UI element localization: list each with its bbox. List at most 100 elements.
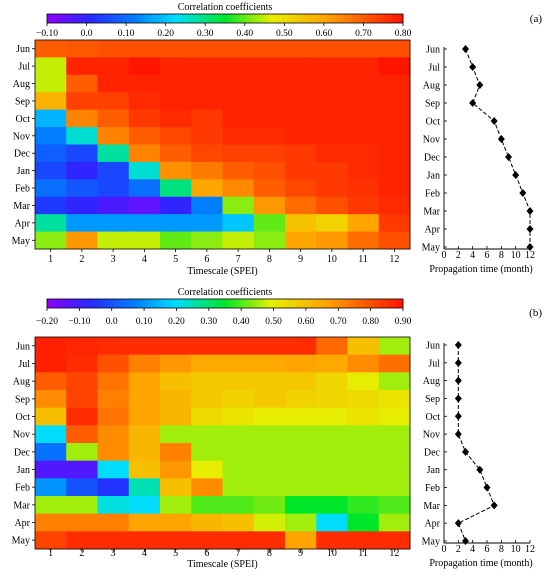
propagation-x-tick-label: 8 — [499, 544, 504, 555]
colorbar-segment — [130, 14, 134, 23]
heatmap-cell — [160, 443, 192, 462]
colorbar-segment — [370, 299, 374, 308]
propagation-x-tick-label: 12 — [525, 250, 535, 261]
propagation-month-label: Sep — [425, 394, 440, 405]
colorbar-segment — [242, 299, 247, 308]
colorbar-segment — [340, 14, 345, 23]
colorbar-segment — [331, 14, 336, 23]
colorbar-tick-label: −0.10 — [68, 317, 90, 327]
colorbar-segment — [400, 299, 404, 308]
heatmap-cell — [128, 196, 161, 215]
heatmap-row-label: May — [12, 236, 30, 247]
heatmap-cell — [66, 231, 98, 250]
heatmap-cell — [35, 496, 67, 515]
heatmap-cell — [222, 354, 255, 373]
heatmap-cell — [285, 214, 317, 232]
colorbar-segment — [230, 14, 235, 23]
propagation-point — [454, 341, 462, 349]
heatmap-cell — [97, 231, 130, 250]
heatmap-cell — [378, 460, 411, 479]
heatmap-cell — [160, 92, 192, 111]
propagation-month-label: Aug — [423, 376, 440, 387]
heatmap-cell — [160, 531, 192, 550]
propagation-point — [454, 412, 462, 421]
colorbar-segment — [97, 299, 101, 308]
heatmap-row-label: Dec — [14, 149, 31, 160]
colorbar-tick-label: 0.40 — [236, 29, 253, 39]
propagation-month-label: Jan — [427, 465, 440, 476]
heatmap-cell — [160, 407, 192, 426]
heatmap-cell — [66, 513, 98, 532]
propagation-x-tick-label: 10 — [511, 250, 521, 261]
heatmap-cell — [66, 179, 98, 198]
colorbar-segment — [358, 14, 362, 23]
heatmap-cell — [285, 443, 317, 462]
heatmap-cell — [316, 513, 348, 532]
heatmap-column-label: 8 — [267, 548, 272, 559]
colorbar-segment — [103, 299, 107, 308]
colorbar-segment — [385, 299, 389, 308]
heatmap-cell — [191, 40, 223, 58]
heatmap-cell — [222, 425, 255, 444]
heatmap-cell — [160, 74, 192, 93]
colorbar-segment — [88, 299, 92, 308]
heatmap-column-label: 5 — [173, 548, 178, 559]
colorbar-segment — [290, 14, 294, 23]
heatmap-cell — [253, 425, 286, 444]
heatmap-column-label: 12 — [389, 254, 399, 265]
colorbar-segment — [73, 14, 78, 23]
heatmap-cell — [35, 513, 67, 532]
heatmap-column-label: 3 — [111, 254, 116, 265]
heatmap-cell — [128, 57, 161, 76]
colorbar-segment — [328, 299, 333, 308]
heatmap-cell — [128, 109, 161, 128]
heatmap-cell — [66, 144, 98, 163]
heatmap-column-label: 1 — [48, 254, 53, 265]
heatmap-cell — [222, 179, 255, 198]
heatmap-column-label: 6 — [204, 254, 209, 265]
colorbar-segment — [269, 299, 273, 308]
colorbar-segment — [373, 299, 377, 308]
heatmap-cell — [316, 425, 348, 444]
heatmap-cell — [66, 425, 98, 444]
heatmap-cell — [316, 109, 348, 128]
heatmap-cell — [160, 372, 192, 391]
colorbar-segment — [367, 14, 371, 23]
heatmap-column-label: 5 — [173, 254, 178, 265]
heatmap-cell — [347, 40, 380, 58]
colorbar-segment — [236, 299, 241, 308]
heatmap-cell — [191, 425, 223, 444]
heatmap-cell — [316, 390, 348, 409]
heatmap-cell — [285, 513, 317, 532]
heatmap-cell — [316, 407, 348, 426]
heatmap-cell — [97, 496, 130, 515]
colorbar-segment — [147, 299, 152, 308]
colorbar-segment — [67, 14, 72, 23]
heatmap-cell — [128, 40, 161, 58]
heatmap-cell — [160, 144, 192, 163]
heatmap-cell — [128, 337, 161, 356]
colorbar-segment — [183, 14, 187, 23]
propagation-line — [457, 345, 495, 542]
heatmap-cell — [160, 354, 192, 373]
colorbar-tick-label: 0.80 — [362, 317, 379, 327]
heatmap-cell — [128, 92, 161, 111]
colorbar-segment — [305, 299, 309, 308]
colorbar-segment — [266, 299, 270, 308]
heatmap-cell — [378, 354, 411, 373]
heatmap-cell — [378, 231, 411, 250]
propagation-point — [469, 63, 477, 71]
heatmap-row-label: Jan — [17, 166, 30, 177]
propagation-x-tick-label: 2 — [456, 250, 461, 261]
heatmap-cell — [191, 196, 223, 215]
heatmap-cell — [347, 425, 380, 444]
heatmap-cell — [97, 196, 130, 215]
colorbar-segment — [47, 299, 51, 308]
propagation-month-label: Jan — [427, 171, 440, 182]
colorbar-segment — [192, 299, 196, 308]
heatmap-cell — [222, 57, 255, 76]
heatmap-cell — [97, 478, 130, 497]
heatmap-cell — [97, 354, 130, 373]
heatmap-cell — [35, 460, 67, 479]
heatmap-cell — [191, 390, 223, 409]
